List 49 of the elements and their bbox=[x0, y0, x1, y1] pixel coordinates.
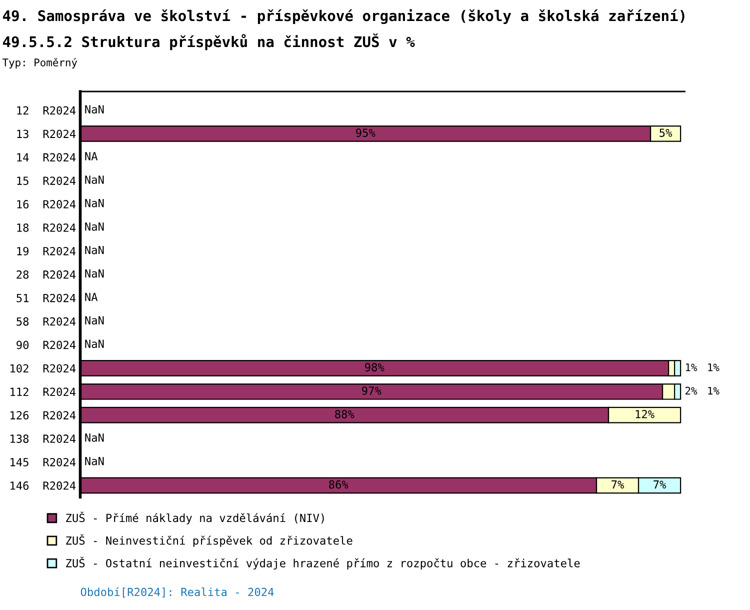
annotation: NA bbox=[85, 152, 98, 160]
annotation: NaN bbox=[85, 246, 104, 254]
y-tick-label: 15 R2024 bbox=[17, 176, 76, 186]
data-label: 1% bbox=[708, 386, 720, 395]
annotation: NA bbox=[85, 292, 98, 301]
chart-title: 49. Samospráva ve školství - příspěvkové organizace (školy a školská zařízení) bbox=[2, 9, 684, 24]
text: Období[R2024]: Realita - 2024 bbox=[80, 587, 274, 598]
annotation: NaN bbox=[85, 269, 104, 278]
data-label: 7% bbox=[654, 480, 666, 489]
annotation: NaN bbox=[85, 340, 104, 348]
annotation: NaN bbox=[85, 222, 104, 231]
data-label: 95% bbox=[356, 128, 376, 137]
data-label: 7% bbox=[612, 480, 624, 489]
annotation: NaN bbox=[85, 316, 104, 325]
y-tick-label: 126 R2024 bbox=[10, 411, 76, 420]
y-tick-label: 145 R2024 bbox=[10, 458, 76, 466]
chart-subtitle: 49.5.5.2 Struktura příspěvků na činnost ZUŠ v % bbox=[2, 34, 415, 50]
annotation: NaN bbox=[85, 434, 104, 442]
legend-label: ZUŠ - Přímé náklady na vzdělávání (NIV) bbox=[66, 512, 324, 524]
y-tick-label: 146 R2024 bbox=[10, 481, 76, 490]
data-label: 88% bbox=[335, 410, 354, 418]
annotation: NaN bbox=[85, 456, 104, 466]
data-label: 1% bbox=[708, 363, 720, 372]
y-tick-label: 28 R2024 bbox=[16, 270, 76, 279]
y-tick-label: 19 R2024 bbox=[17, 246, 76, 256]
annotation: NaN bbox=[85, 105, 104, 114]
y-tick-label: 12 R2024 bbox=[17, 106, 76, 115]
y-tick-label: 16 R2024 bbox=[17, 200, 76, 208]
annotation: NaN bbox=[85, 176, 104, 184]
data-label: 86% bbox=[329, 480, 348, 489]
data-label: 12% bbox=[636, 410, 654, 418]
y-tick-label: 13 R2024 bbox=[17, 130, 76, 138]
legend-label: ZUŠ - Ostatní neinvestiční výdaje hrazené přímo z rozpočtu obce - zřizovatele bbox=[66, 556, 580, 570]
y-tick-label: 102 R2024 bbox=[10, 364, 76, 373]
legend-label: ZUŠ - Neinvestiční příspěvek od zřizovatele bbox=[66, 534, 352, 547]
y-tick-label: 51 R2024 bbox=[16, 294, 76, 302]
y-tick-label: 14 R2024 bbox=[17, 153, 76, 162]
text: Typ: Poměrný bbox=[2, 58, 78, 68]
y-tick-label: 18 R2024 bbox=[17, 224, 76, 232]
data-label: 98% bbox=[365, 363, 384, 372]
data-label: 97% bbox=[362, 386, 382, 395]
y-tick-label: 90 R2024 bbox=[16, 340, 76, 350]
data-label: 1% bbox=[686, 363, 698, 372]
data-label: 5% bbox=[660, 128, 672, 137]
y-tick-label: 58 R2024 bbox=[16, 317, 76, 326]
data-label: 2% bbox=[685, 386, 698, 395]
annotation: NaN bbox=[85, 199, 104, 208]
y-tick-label: 138 R2024 bbox=[10, 434, 76, 443]
y-tick-label: 112 R2024 bbox=[10, 388, 76, 396]
